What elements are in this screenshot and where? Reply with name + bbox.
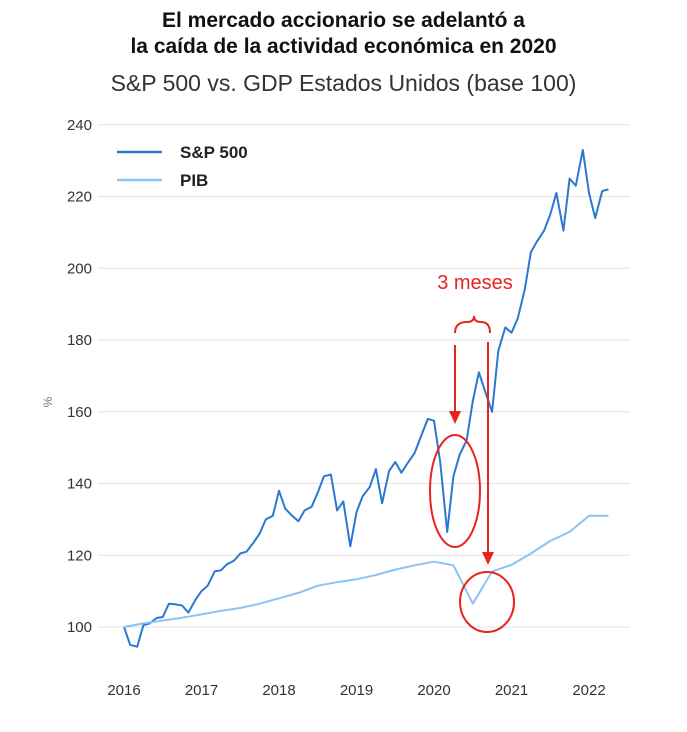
x-tick-label-2019: 2019: [340, 682, 373, 699]
chart-title: El mercado accionario se adelantó a la c…: [0, 8, 687, 60]
x-axis-ticks: 2016 2017 2018 2019 2020 2021 2022: [107, 682, 605, 699]
series-line-1: [123, 514, 609, 628]
y-tick-label-240: 240: [67, 117, 92, 134]
legend-label-0: S&P 500: [180, 143, 248, 162]
x-tick-label-2018: 2018: [262, 682, 295, 699]
gridlines: [98, 124, 630, 628]
annotation-brace: [454, 315, 491, 334]
annotation-circle-sp500-dip: [429, 434, 481, 548]
x-tick-label-2022: 2022: [572, 682, 605, 699]
legend: S&P 500 PIB: [117, 143, 248, 190]
y-tick-label-180: 180: [67, 332, 92, 349]
y-tick-label-160: 160: [67, 404, 92, 421]
annotation-circle-pib-dip: [459, 571, 515, 633]
title-line-2: la caída de la actividad económica en 20…: [130, 35, 557, 58]
x-tick-label-2020: 2020: [417, 682, 450, 699]
annotation-arrowhead-pib: [482, 552, 494, 565]
annotation-label: 3 meses: [437, 272, 513, 294]
y-tick-label-200: 200: [67, 260, 92, 277]
annotations: 3 meses: [429, 272, 515, 633]
y-tick-label-120: 120: [67, 547, 92, 564]
y-tick-label-100: 100: [67, 619, 92, 636]
y-axis-label: %: [41, 396, 55, 407]
y-tick-label-140: 140: [67, 476, 92, 493]
x-tick-label-2017: 2017: [185, 682, 218, 699]
series-lines: [123, 148, 609, 648]
legend-label-1: PIB: [180, 171, 208, 190]
chart-subtitle: S&P 500 vs. GDP Estados Unidos (base 100…: [110, 70, 577, 96]
x-tick-label-2016: 2016: [107, 682, 140, 699]
annotation-arrowhead-sp500: [449, 411, 461, 424]
y-tick-label-220: 220: [67, 189, 92, 206]
y-axis-ticks: 100 120 140 160 180 200 220 240: [67, 117, 92, 636]
title-line-1: El mercado accionario se adelantó a: [162, 9, 525, 32]
x-tick-label-2021: 2021: [495, 682, 528, 699]
series-line-0: [123, 148, 609, 648]
